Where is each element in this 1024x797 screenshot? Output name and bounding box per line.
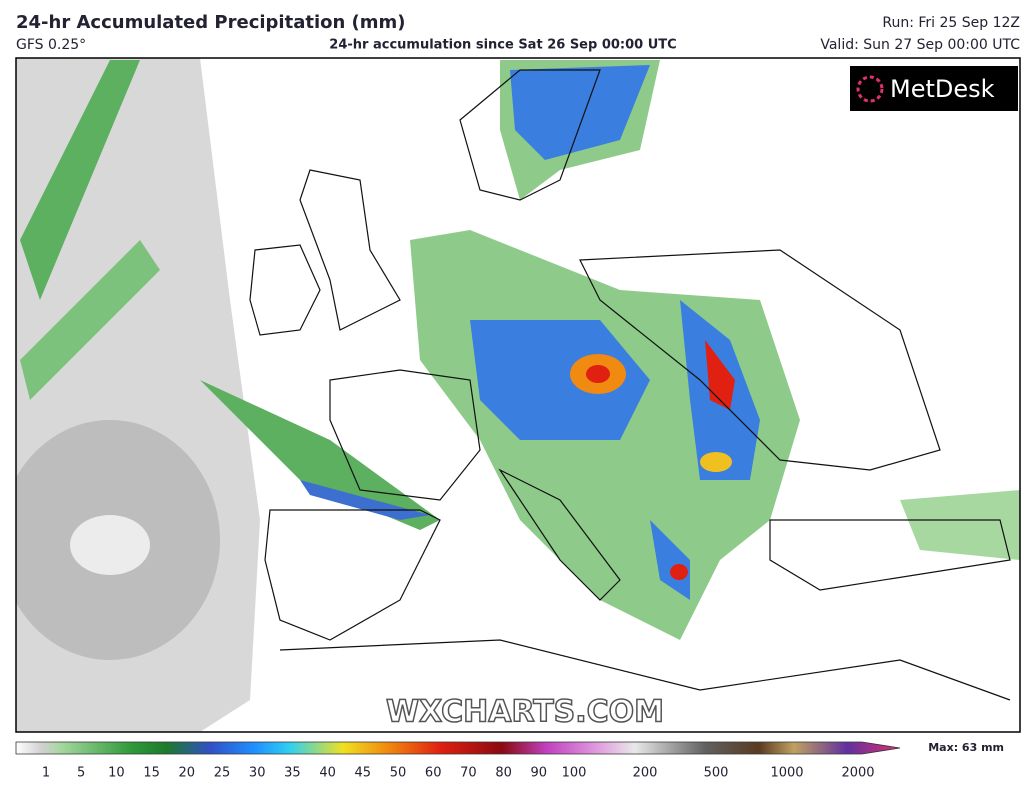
color-bar	[15, 741, 901, 755]
map-frame	[15, 57, 1021, 733]
color-bar-label: 10	[108, 766, 125, 781]
color-bar-label: 25	[214, 766, 231, 781]
color-bar-label: 35	[284, 766, 301, 781]
color-bar-label: 20	[179, 766, 196, 781]
logo-box	[850, 66, 1018, 111]
color-bar-label: 5	[77, 766, 85, 781]
subtitle: 24-hr accumulation since Sat 26 Sep 00:0…	[329, 38, 676, 53]
logo-icon	[856, 75, 884, 103]
watermark: WXCHARTS.COM	[386, 695, 664, 730]
model: GFS 0.25°	[16, 37, 86, 53]
color-bar-label: 40	[319, 766, 336, 781]
color-bar-label: 70	[460, 766, 477, 781]
color-bar-label: 1000	[770, 766, 803, 781]
color-bar-label: 1	[42, 766, 50, 781]
color-bar-label: 15	[143, 766, 160, 781]
color-bar-label: 100	[562, 766, 587, 781]
color-bar-label: 80	[495, 766, 512, 781]
color-bar-label: 500	[704, 766, 729, 781]
color-bar-ticks: 1 5 10 15 20 25 30 35 40 45 50 60 70 80 90 100 200 500 100…	[42, 766, 875, 781]
color-bar-label: 30	[249, 766, 266, 781]
color-bar-label: 90	[531, 766, 548, 781]
valid-time: Valid: Sun 27 Sep 00:00 UTC	[820, 37, 1020, 53]
color-bar-label: 2000	[841, 766, 874, 781]
max-label: Max: 63 mm	[928, 741, 1004, 754]
logo: MetDesk	[890, 75, 995, 103]
color-bar-label: 45	[355, 766, 372, 781]
run-time: Run: Fri 25 Sep 12Z	[882, 15, 1020, 31]
color-bar-label: 200	[633, 766, 658, 781]
title: 24-hr Accumulated Precipitation (mm)	[16, 12, 406, 33]
color-bar-label: 50	[390, 766, 407, 781]
map	[16, 58, 1020, 732]
color-bar-label: 60	[425, 766, 442, 781]
